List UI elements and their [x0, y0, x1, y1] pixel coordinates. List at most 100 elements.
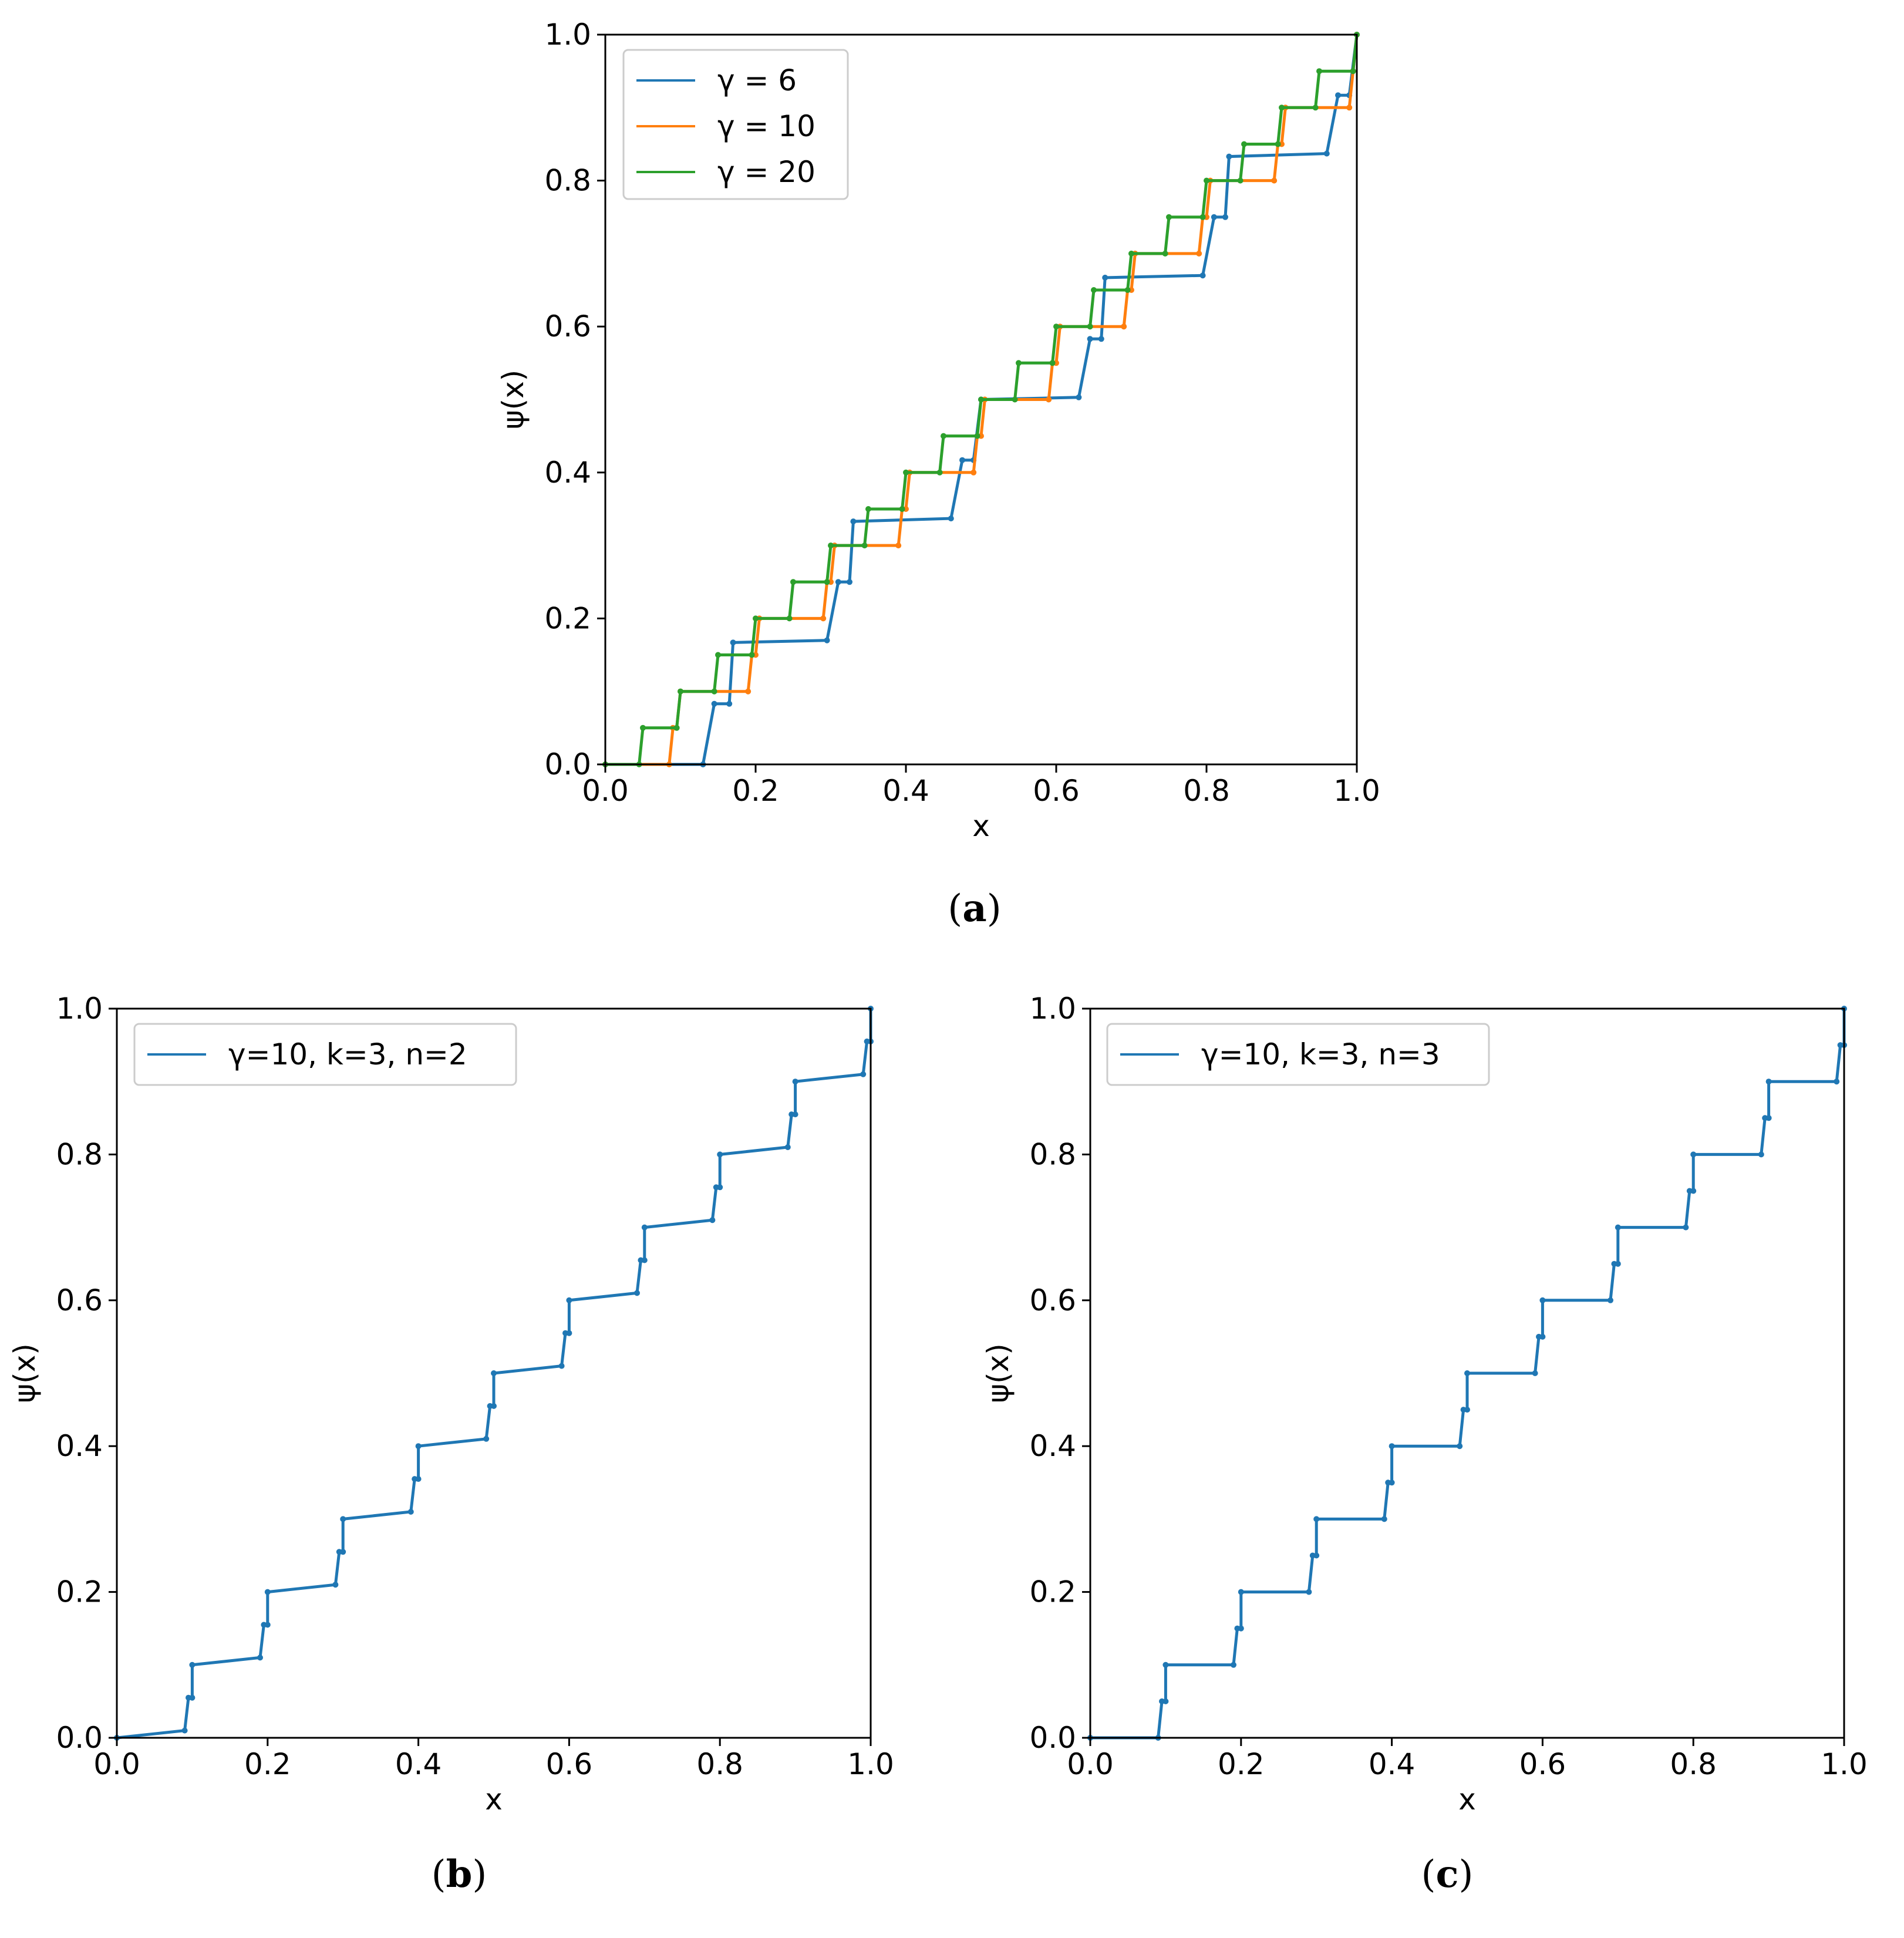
- y-tick-label-c-5: 1.0: [1029, 992, 1076, 1026]
- legend-label-c-0: γ=10, k=3, n=3: [1201, 1037, 1440, 1071]
- y-tick-label-b-3: 0.6: [56, 1283, 103, 1317]
- data-point-c-0-13: [1381, 1516, 1387, 1522]
- data-point-b-0-20: [491, 1370, 497, 1376]
- x-tick-label-a-4: 0.8: [1183, 774, 1230, 808]
- x-tick-label-c-5: 1.0: [1821, 1747, 1868, 1781]
- data-point-c-0-36: [1765, 1078, 1772, 1085]
- y-tick-label-b-0: 0.0: [56, 1721, 103, 1755]
- data-point-a-2-8: [753, 615, 759, 622]
- data-point-a-0-23: [1335, 92, 1341, 99]
- data-point-a-1-17: [970, 469, 977, 476]
- data-point-b-0-1: [181, 1727, 188, 1734]
- data-point-b-0-27: [641, 1257, 648, 1263]
- data-point-a-2-17: [936, 469, 943, 476]
- data-point-a-0-17: [1102, 274, 1108, 281]
- data-point-c-0-35: [1765, 1115, 1772, 1121]
- series-markers-b-0: [114, 1006, 874, 1741]
- axes-frame-a: [604, 33, 1358, 766]
- y-tick-label-c-0: 0.0: [1029, 1721, 1076, 1755]
- data-point-a-0-5: [730, 639, 736, 646]
- data-point-a-1-33: [1271, 177, 1278, 184]
- data-point-a-2-23: [1049, 360, 1056, 366]
- data-point-b-0-23: [566, 1330, 572, 1336]
- y-tick-label-a-5: 1.0: [544, 18, 591, 52]
- y-axis-label-c: ψ(x): [981, 1343, 1015, 1403]
- data-point-c-0-32: [1690, 1151, 1697, 1158]
- data-point-a-2-6: [715, 652, 721, 658]
- y-tick-label-a-4: 0.8: [544, 164, 591, 198]
- data-point-a-1-9: [820, 615, 827, 622]
- data-point-c-0-19: [1464, 1407, 1470, 1413]
- x-tick-label-a-0: 0.0: [582, 774, 629, 808]
- y-axis-label-a: ψ(x): [496, 370, 530, 430]
- x-tick-label-b-2: 0.4: [395, 1747, 442, 1781]
- data-point-b-0-16: [415, 1443, 422, 1450]
- data-point-c-0-20: [1464, 1370, 1470, 1376]
- chart-c: 0.0 0.2 0.4 0.6 0.8 1.0 0.0 0.2 0.4 0.6 0.8 1.0 x ψ(x…: [981, 992, 1868, 1816]
- data-point-a-2-9: [786, 615, 793, 622]
- data-point-a-1-5: [745, 688, 752, 695]
- legend-box-a: [622, 49, 849, 200]
- x-tick-label-b-5: 1.0: [847, 1747, 894, 1781]
- data-point-a-0-22: [1323, 150, 1330, 157]
- data-point-a-2-13: [861, 542, 868, 549]
- y-tick-label-c-3: 0.6: [1029, 1283, 1076, 1317]
- data-point-c-0-7: [1238, 1625, 1244, 1632]
- data-point-a-2-19: [974, 433, 980, 439]
- x-tick-label-c-4: 0.8: [1670, 1747, 1717, 1781]
- data-point-c-0-31: [1690, 1188, 1697, 1194]
- x-axis-label-c: x: [1458, 1782, 1476, 1816]
- x-axis-label-a: x: [972, 809, 990, 843]
- data-point-b-0-24: [566, 1297, 572, 1303]
- data-point-b-0-7: [264, 1622, 271, 1628]
- data-point-b-0-8: [264, 1589, 271, 1595]
- data-point-b-0-32: [717, 1151, 723, 1158]
- y-tick-label-b-2: 0.4: [56, 1429, 103, 1463]
- data-point-a-0-21: [1226, 153, 1232, 160]
- data-point-a-2-31: [1199, 214, 1206, 220]
- data-point-a-2-34: [1241, 141, 1247, 147]
- data-point-c-0-12: [1313, 1516, 1320, 1522]
- data-point-a-0-9: [850, 518, 857, 525]
- data-point-b-0-9: [332, 1582, 339, 1588]
- data-point-a-1-21: [1046, 396, 1052, 403]
- y-tick-label-c-1: 0.2: [1029, 1575, 1076, 1609]
- data-point-a-2-36: [1279, 105, 1285, 111]
- data-point-a-2-33: [1237, 177, 1244, 184]
- axes-frame-b: [116, 1007, 872, 1739]
- data-point-a-1-29: [1196, 250, 1202, 257]
- data-point-a-2-21: [1012, 396, 1018, 403]
- data-point-c-0-24: [1539, 1297, 1546, 1303]
- y-tick-label-a-3: 0.6: [544, 309, 591, 343]
- data-point-a-2-38: [1316, 68, 1322, 75]
- data-point-a-2-14: [865, 506, 871, 512]
- data-point-a-2-10: [790, 579, 796, 585]
- x-tick-label-c-0: 0.0: [1067, 1747, 1114, 1781]
- legend-box-c: [1106, 1023, 1490, 1086]
- data-point-a-0-10: [948, 515, 954, 522]
- legend-label-a-0: γ = 6: [717, 63, 797, 97]
- data-point-a-2-3: [673, 724, 680, 731]
- data-point-b-0-33: [784, 1144, 791, 1150]
- data-point-c-0-3: [1162, 1698, 1169, 1704]
- data-point-a-2-39: [1350, 68, 1356, 75]
- series-markers-a-2: [602, 32, 1360, 767]
- x-tick-label-b-0: 0.0: [93, 1747, 140, 1781]
- y-tick-label-a-0: 0.0: [544, 747, 591, 781]
- data-point-a-0-8: [847, 579, 852, 585]
- caption-b: (b): [431, 1852, 487, 1896]
- data-point-c-0-37: [1834, 1078, 1840, 1085]
- data-point-a-0-14: [1076, 394, 1082, 400]
- data-point-c-0-29: [1683, 1224, 1689, 1231]
- data-point-a-2-28: [1128, 250, 1134, 257]
- data-point-b-0-21: [558, 1363, 565, 1369]
- legend-a: γ = 6 γ = 10 γ = 20: [622, 49, 849, 200]
- data-point-b-0-12: [340, 1516, 346, 1522]
- legend-c: γ=10, k=3, n=3: [1106, 1023, 1490, 1086]
- data-point-a-0-15: [1087, 336, 1093, 342]
- data-point-a-2-18: [941, 433, 946, 439]
- data-point-c-0-8: [1238, 1589, 1244, 1595]
- data-point-a-1-13: [895, 542, 902, 549]
- y-tick-label-a-2: 0.4: [544, 456, 591, 490]
- x-tick-label-c-1: 0.2: [1218, 1747, 1265, 1781]
